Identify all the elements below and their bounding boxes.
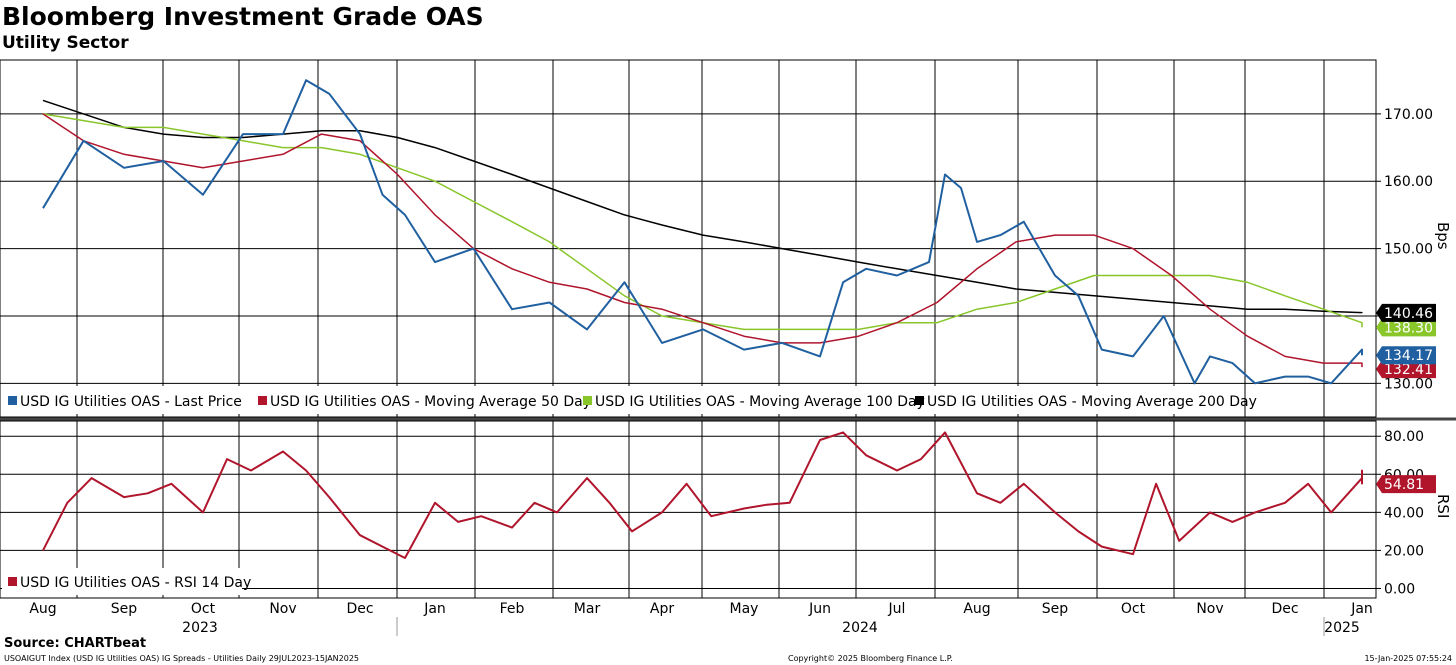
value-flag-last-price-label: 134.17	[1384, 348, 1433, 364]
x-tick-label: Aug	[29, 601, 56, 617]
rsi-tick-label: 80.00	[1384, 429, 1424, 445]
top-tick-label: 170.00	[1384, 107, 1433, 123]
legend-label: USD IG Utilities OAS - Last Price	[20, 394, 242, 410]
x-tick-label: Jan	[1350, 601, 1373, 617]
footer-index-info: USOAIGUT Index (USD IG Utilities OAS) IG…	[4, 654, 360, 663]
top-tick-label: 130.00	[1384, 376, 1433, 392]
value-flag-ma200: 140.46	[1376, 303, 1436, 322]
legend-label: USD IG Utilities OAS - Moving Average 50…	[270, 394, 591, 410]
x-tick-label: Feb	[500, 601, 525, 617]
legend-label: USD IG Utilities OAS - Moving Average 10…	[595, 394, 925, 410]
rsi-tick-label: 40.00	[1384, 505, 1424, 521]
x-tick-label: Jan	[423, 601, 446, 617]
x-tick-label: Jun	[808, 601, 831, 617]
x-tick-label: Dec	[1271, 601, 1298, 617]
series-line-last-price	[42, 79, 1363, 385]
rsi-tick-label: 20.00	[1384, 543, 1424, 559]
series-line-ma50	[42, 113, 1363, 368]
rsi-legend-label: USD IG Utilities OAS - RSI 14 Day	[20, 575, 251, 591]
series-line-rsi	[42, 431, 1363, 559]
value-flag-rsi: 54.81	[1376, 475, 1436, 494]
year-label: 2025	[1324, 620, 1360, 636]
x-tick-label: Oct	[1121, 601, 1146, 617]
x-tick-label: Nov	[1196, 601, 1223, 617]
chart-area: 130.00140.00150.00160.00170.000.0020.004…	[0, 59, 1456, 636]
value-flag-ma100: 138.30	[1376, 318, 1436, 337]
rsi-panel-frame	[0, 420, 1377, 599]
rsi-legend-swatch	[8, 577, 17, 586]
chart-subtitle: Utility Sector	[2, 33, 129, 53]
x-tick-label: Dec	[346, 601, 373, 617]
x-tick-label: Mar	[574, 601, 601, 617]
rsi-legend-background	[2, 568, 242, 595]
top-tick-label: 160.00	[1384, 174, 1433, 190]
value-flag-ma100-shape	[1376, 318, 1436, 337]
value-flag-ma200-shape	[1376, 303, 1436, 322]
legend-swatch	[8, 396, 17, 405]
x-tick-label: Sep	[111, 601, 138, 617]
year-label: 2024	[842, 620, 878, 636]
legend-swatch	[915, 396, 924, 405]
value-flag-last-price: 134.17	[1376, 346, 1436, 365]
value-flag-last-price-shape	[1376, 346, 1436, 365]
value-flag-rsi-label: 54.81	[1384, 477, 1424, 493]
value-flag-ma50-shape	[1376, 360, 1436, 379]
legend-swatch	[583, 396, 592, 405]
source-label: Source: CHARTbeat	[4, 636, 147, 651]
legend-swatch	[258, 396, 267, 405]
rsi-axis-label: RSI	[1434, 494, 1452, 518]
value-flag-ma100-label: 138.30	[1384, 320, 1433, 336]
top-axis-label: Bps	[1434, 222, 1452, 250]
footer-copyright: Copyright© 2025 Bloomberg Finance L.P.	[788, 654, 953, 663]
year-label: 2023	[182, 620, 218, 636]
top-panel-frame	[0, 59, 1377, 418]
value-flag-rsi-shape	[1376, 475, 1436, 494]
value-flag-ma50-label: 132.41	[1384, 362, 1433, 378]
x-tick-label: Nov	[269, 601, 296, 617]
top-tick-label: 150.00	[1384, 242, 1433, 258]
legend-background	[2, 386, 1230, 414]
value-flag-ma200-label: 140.46	[1384, 306, 1433, 322]
chart-title: Bloomberg Investment Grade OAS	[2, 2, 484, 31]
footer-timestamp: 15-Jan-2025 07:55:24	[1364, 654, 1452, 663]
x-tick-label: May	[730, 601, 759, 617]
legend-label: USD IG Utilities OAS - Moving Average 20…	[927, 394, 1257, 410]
x-tick-label: Jul	[888, 601, 906, 617]
x-tick-label: Aug	[963, 601, 990, 617]
x-tick-label: Sep	[1042, 601, 1069, 617]
x-tick-label: Apr	[650, 601, 674, 617]
rsi-tick-label: 0.00	[1384, 581, 1415, 597]
x-tick-label: Oct	[191, 601, 216, 617]
series-line-ma100	[42, 113, 1363, 331]
value-flag-ma50: 132.41	[1376, 360, 1436, 379]
